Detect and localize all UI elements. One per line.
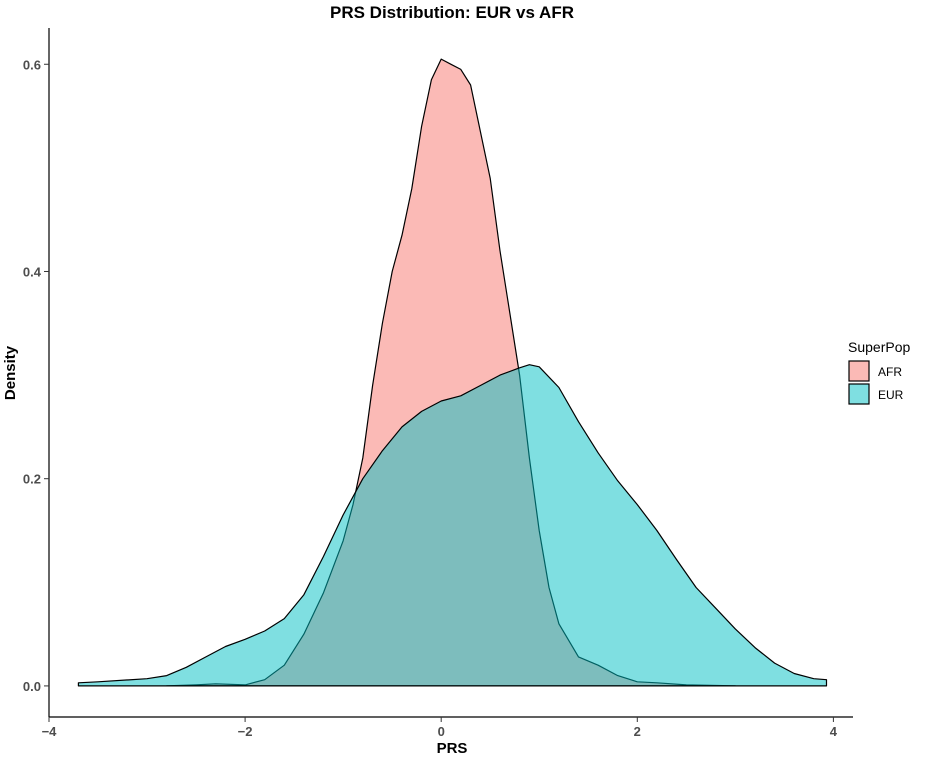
legend-title: SuperPop (848, 339, 910, 355)
plot-area (77, 58, 828, 687)
y-axis-title: Density (2, 345, 19, 400)
x-axis-title: PRS (437, 740, 468, 757)
x-tick-label: 0 (438, 724, 445, 739)
y-tick-label: 0.6 (23, 57, 41, 72)
legend-item-eur: EUR (848, 383, 904, 405)
y-tick-label: 0.2 (23, 472, 41, 487)
x-tick-label: 4 (830, 724, 838, 739)
legend-label-afr: AFR (878, 365, 902, 379)
x-tick-label: −2 (238, 724, 253, 739)
legend: SuperPop AFR EUR (848, 339, 910, 405)
x-tick-label: −4 (42, 724, 58, 739)
y-tick-label: 0.0 (23, 679, 41, 694)
legend-swatch-afr (848, 360, 870, 382)
density-area-eur (77, 364, 828, 687)
x-tick-label: 2 (634, 724, 641, 739)
legend-label-eur: EUR (878, 388, 904, 402)
legend-swatch-eur (848, 383, 870, 405)
legend-item-afr: AFR (848, 360, 902, 382)
y-tick-label: 0.4 (23, 264, 42, 279)
axes: −4 −2 0 2 4 0.0 0.2 0.4 0.6 (23, 28, 853, 739)
chart-title: PRS Distribution: EUR vs AFR (330, 3, 574, 22)
